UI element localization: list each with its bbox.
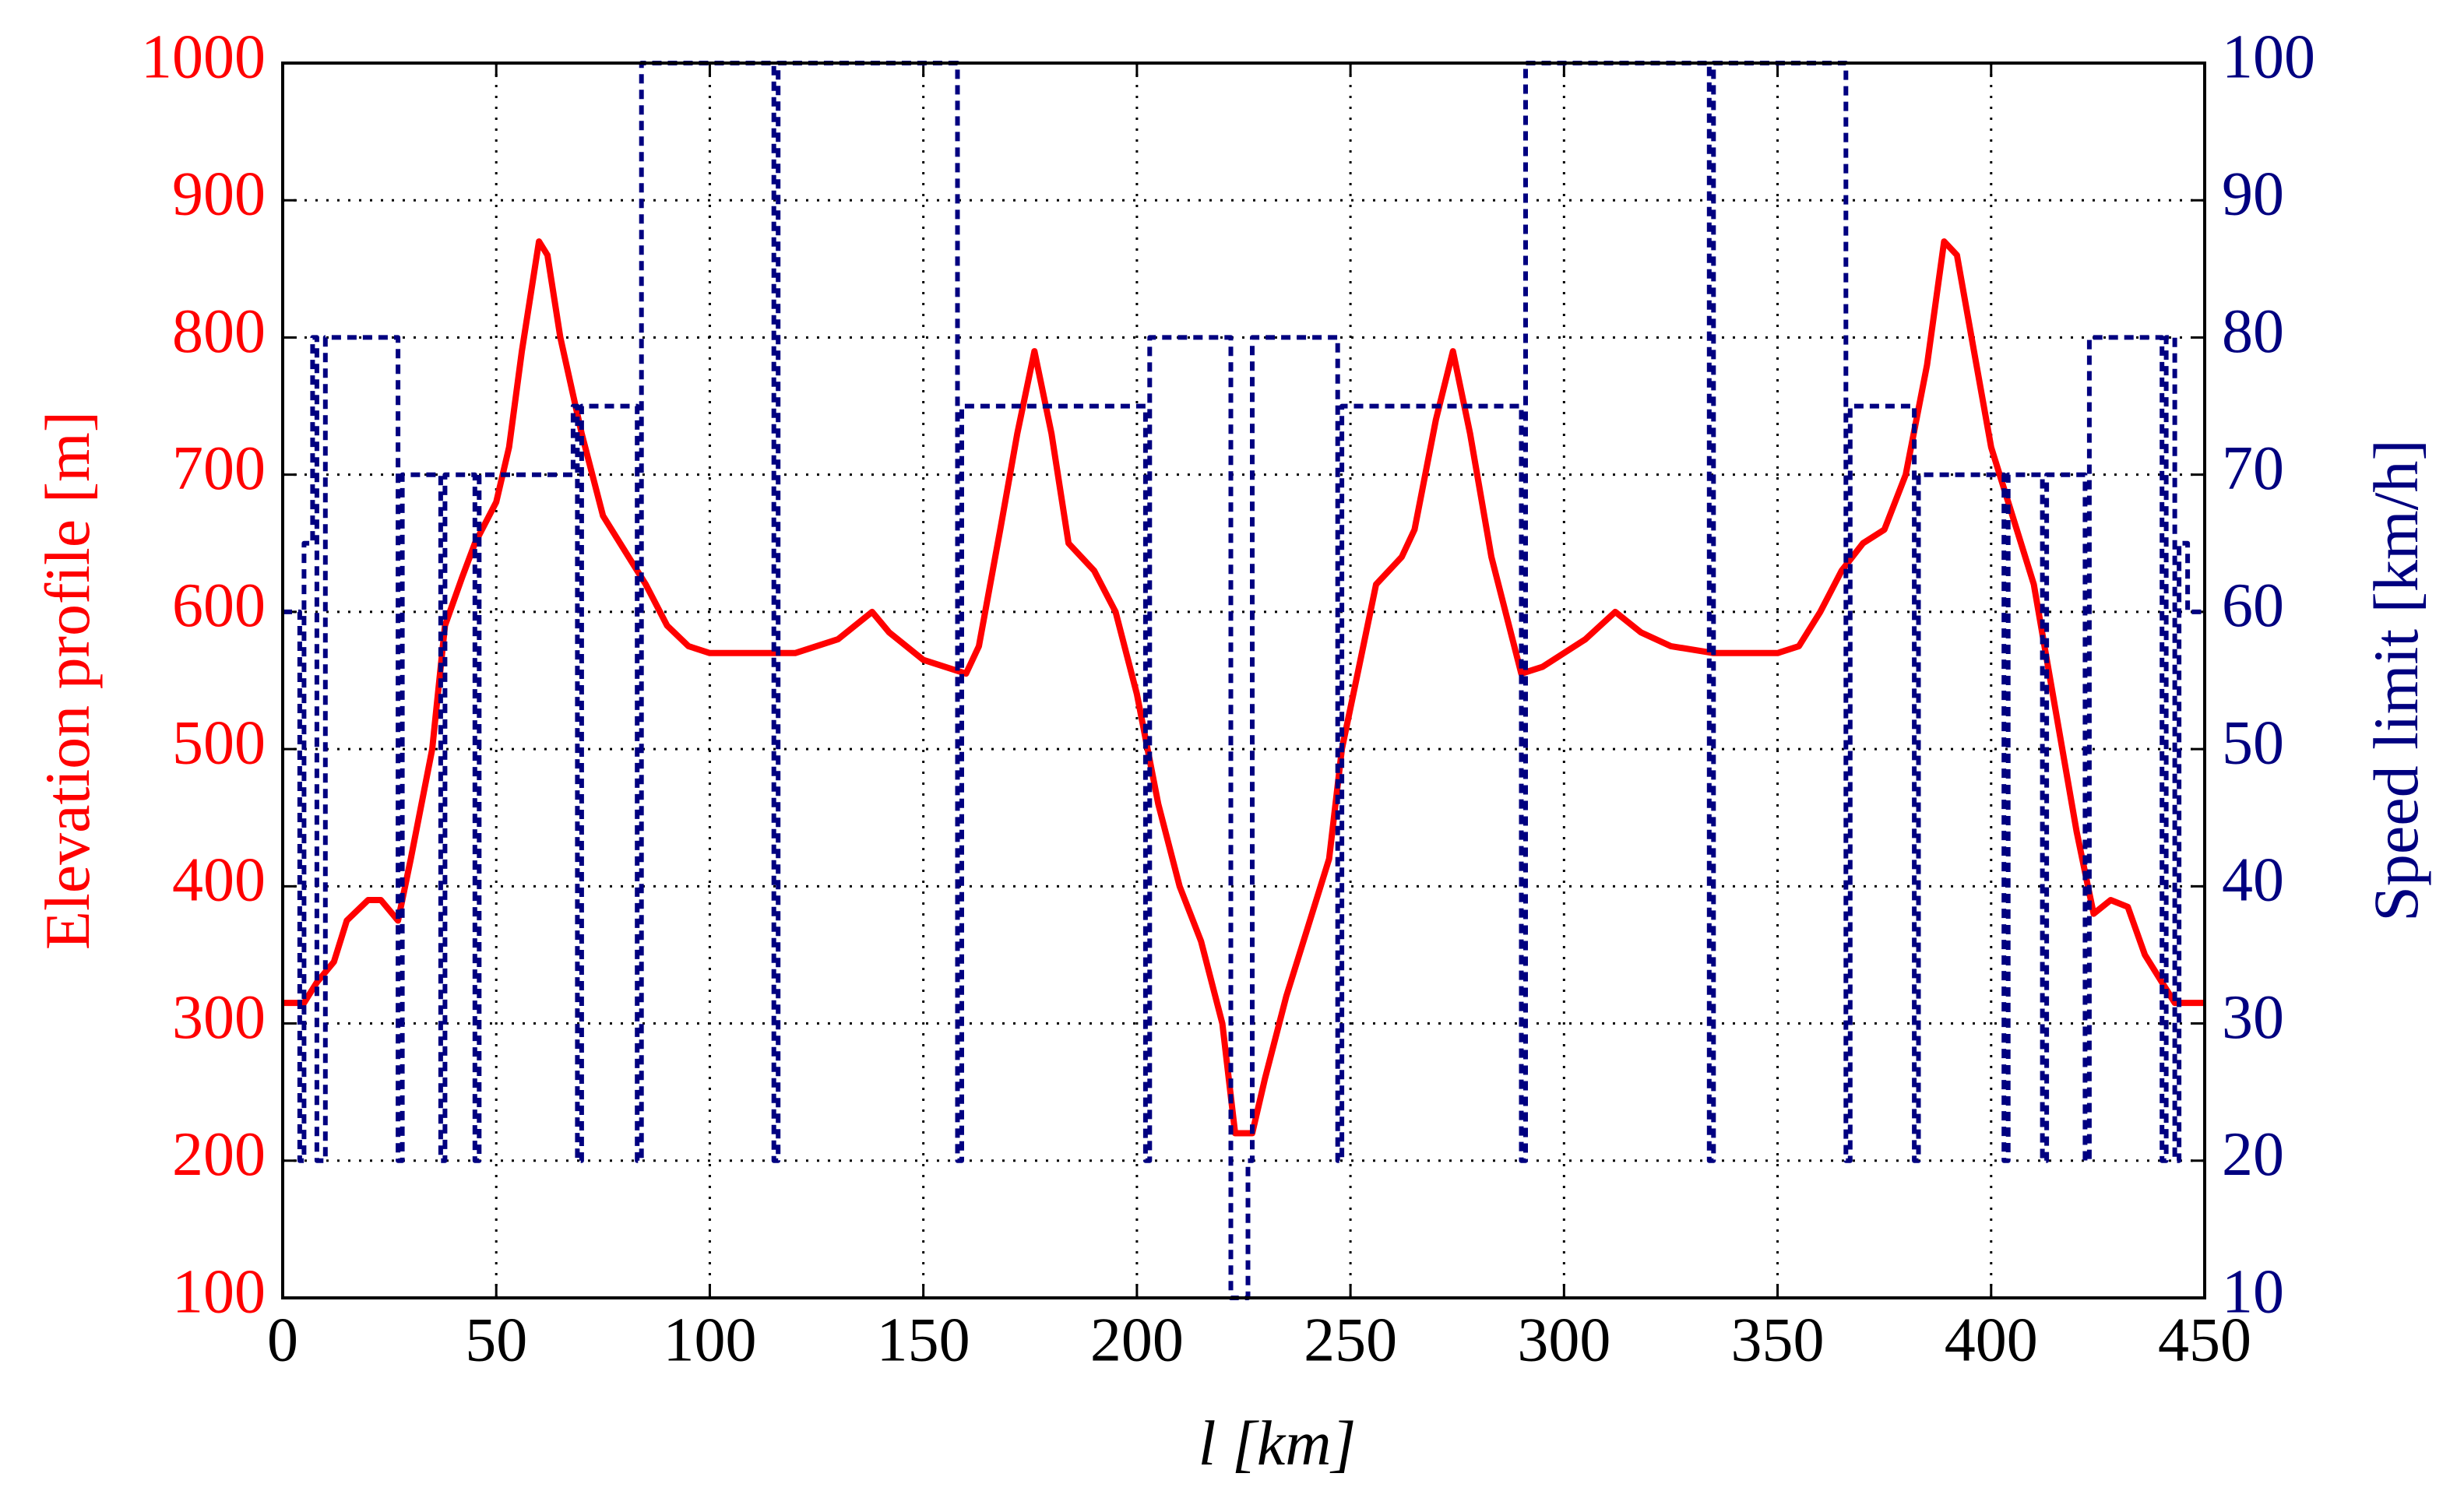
y-tick-label: 400 — [172, 846, 266, 915]
y2-tick-label: 90 — [2222, 160, 2284, 229]
x-axis-label: l [km] — [1199, 1408, 1357, 1479]
x-tick-label: 50 — [465, 1306, 527, 1374]
y-tick-label: 900 — [172, 160, 266, 229]
y2-tick-label: 30 — [2222, 983, 2284, 1052]
y-tick-label: 700 — [172, 434, 266, 503]
y2-tick-label: 40 — [2222, 846, 2284, 915]
y2-axis-label: Speed limit [km/h] — [2360, 439, 2431, 921]
x-tick-label: 150 — [877, 1306, 970, 1374]
elevation-line — [283, 238, 2205, 1137]
speed-line — [283, 61, 2205, 1300]
y2-tick-label: 60 — [2222, 571, 2284, 640]
y2-tick-label: 80 — [2222, 297, 2284, 366]
y2-tick-label: 70 — [2222, 434, 2284, 503]
x-tick-label: 200 — [1090, 1306, 1184, 1374]
x-tick-label: 350 — [1731, 1306, 1825, 1374]
y-axis-label: Elevation profile [m] — [32, 411, 103, 950]
x-tick-label: 100 — [663, 1306, 756, 1374]
y-tick-label: 500 — [172, 709, 266, 777]
y-tick-label: 1000 — [141, 23, 266, 91]
x-tick-label: 250 — [1304, 1306, 1397, 1374]
y2-tick-label: 50 — [2222, 709, 2284, 777]
y2-tick-label: 10 — [2222, 1257, 2284, 1326]
y2-tick-label: 100 — [2222, 23, 2315, 91]
y2-tick-label: 20 — [2222, 1120, 2284, 1189]
plot-frame — [281, 62, 2206, 1299]
y-tick-label: 300 — [172, 983, 266, 1052]
x-tick-label: 450 — [2158, 1306, 2251, 1374]
y-tick-label: 200 — [172, 1120, 266, 1189]
y-tick-label: 800 — [172, 297, 266, 366]
y-tick-label: 100 — [172, 1257, 266, 1326]
x-tick-label: 0 — [267, 1306, 298, 1374]
y-tick-label: 600 — [172, 571, 266, 640]
x-tick-label: 400 — [1945, 1306, 2038, 1374]
x-tick-label: 300 — [1517, 1306, 1610, 1374]
